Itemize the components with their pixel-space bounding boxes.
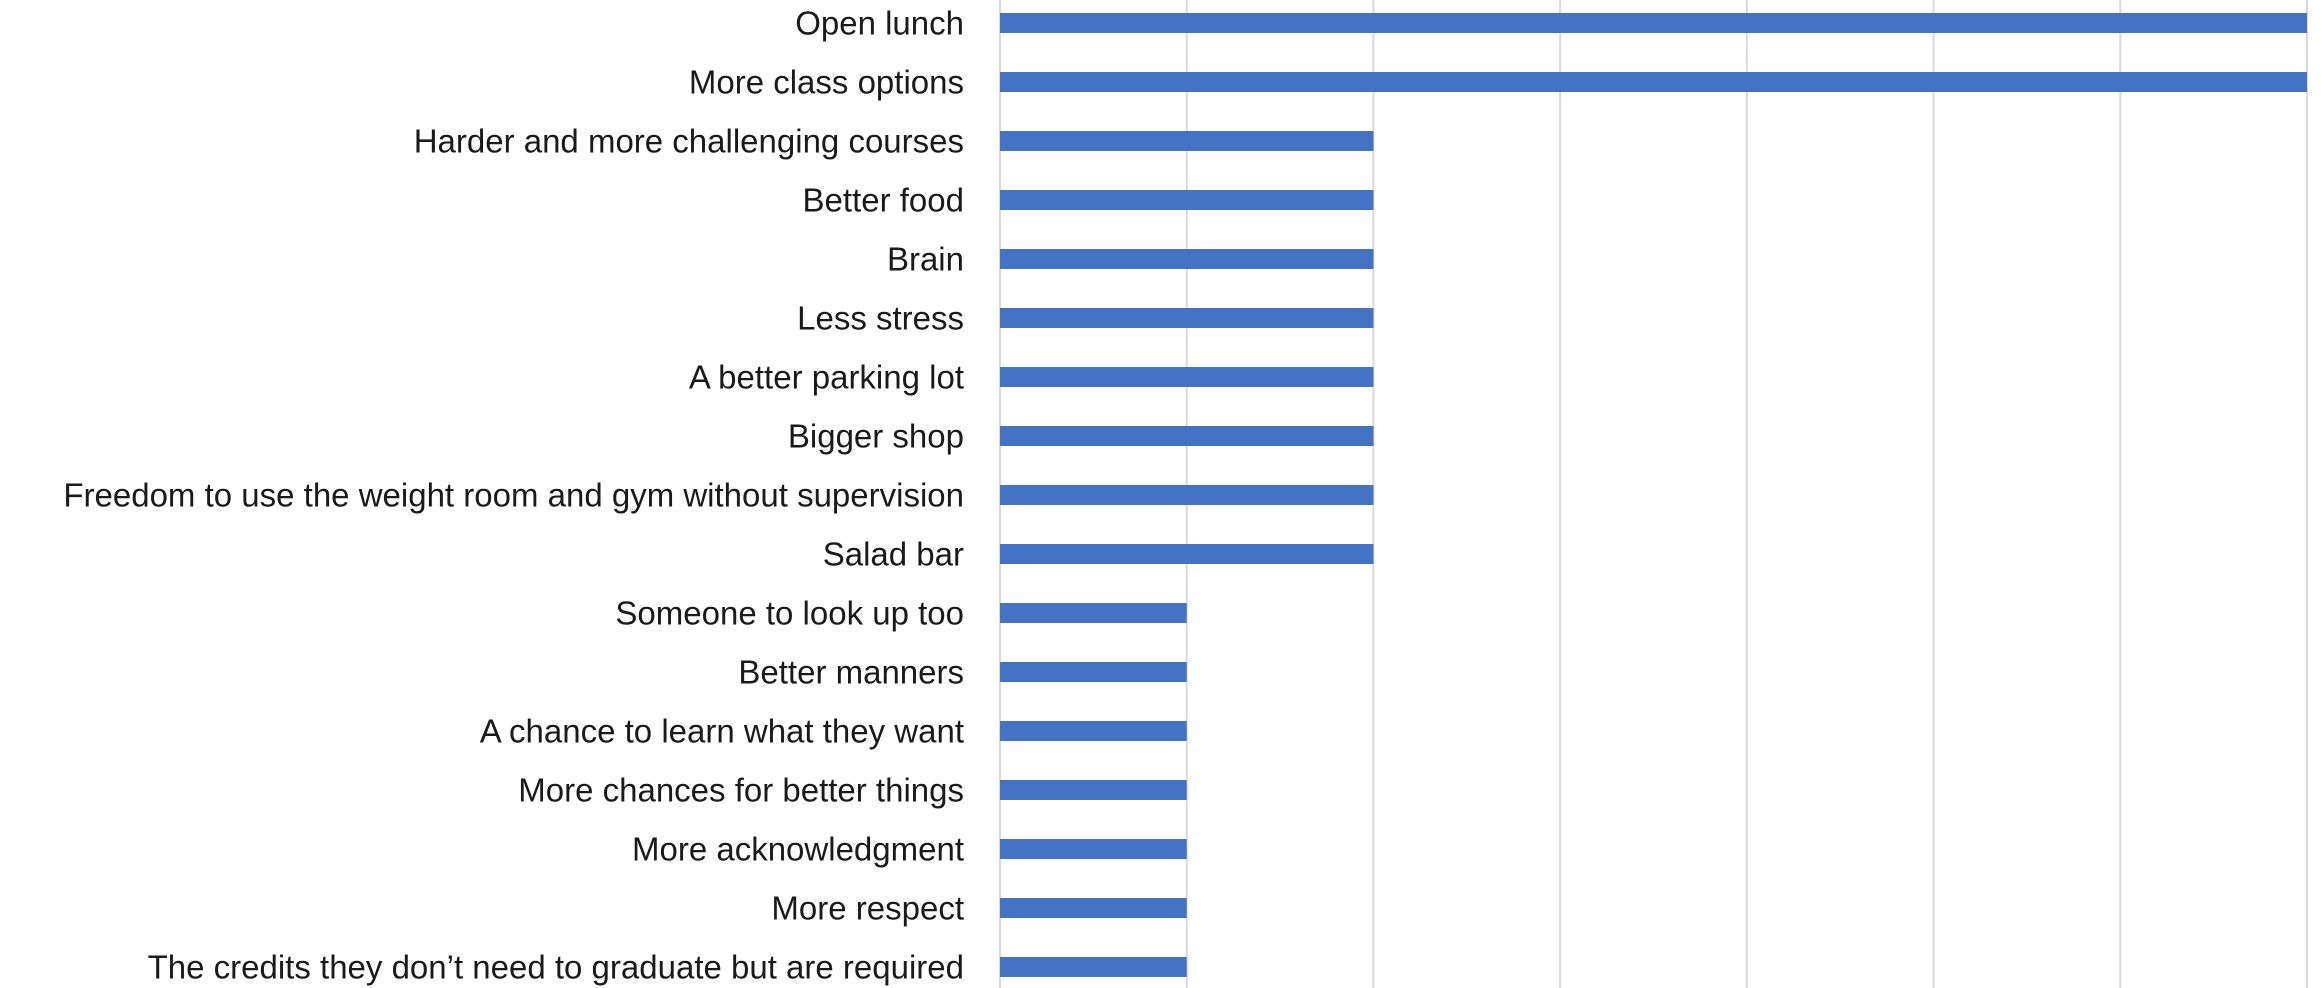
bar: [1000, 957, 1187, 977]
category-labels: Open lunch More class options Harder and m…: [63, 5, 964, 986]
category-label: A better parking lot: [689, 359, 964, 396]
category-label: Freedom to use the weight room and gym w…: [63, 477, 964, 514]
bar: [1000, 249, 1374, 269]
bar: [1000, 780, 1187, 800]
bar: [1000, 190, 1374, 210]
category-label: Harder and more challenging courses: [414, 123, 964, 160]
bar: [1000, 72, 2307, 92]
category-label: Someone to look up too: [615, 595, 964, 632]
category-label: More chances for better things: [518, 772, 964, 809]
bar: [1000, 367, 1374, 387]
bar: [1000, 544, 1374, 564]
category-label: Open lunch: [795, 5, 964, 42]
bar: [1000, 308, 1374, 328]
category-label: Brain: [887, 241, 964, 278]
category-label: A chance to learn what they want: [480, 713, 964, 750]
category-label: Bigger shop: [788, 418, 964, 455]
category-label: More acknowledgment: [632, 831, 964, 868]
category-label: Salad bar: [823, 536, 964, 573]
bars: [1000, 13, 2307, 977]
category-label: Better manners: [738, 654, 964, 691]
category-label: Better food: [803, 182, 964, 219]
bar: [1000, 131, 1374, 151]
category-label: More class options: [689, 64, 964, 101]
bar: [1000, 485, 1374, 505]
bar: [1000, 662, 1187, 682]
category-label: The credits they don’t need to graduate …: [148, 949, 964, 986]
category-label: Less stress: [797, 300, 964, 337]
bar: [1000, 839, 1187, 859]
bar: [1000, 603, 1187, 623]
bar: [1000, 898, 1187, 918]
bar: [1000, 426, 1374, 446]
category-label: More respect: [771, 890, 964, 927]
bar: [1000, 721, 1187, 741]
bar: [1000, 13, 2307, 33]
